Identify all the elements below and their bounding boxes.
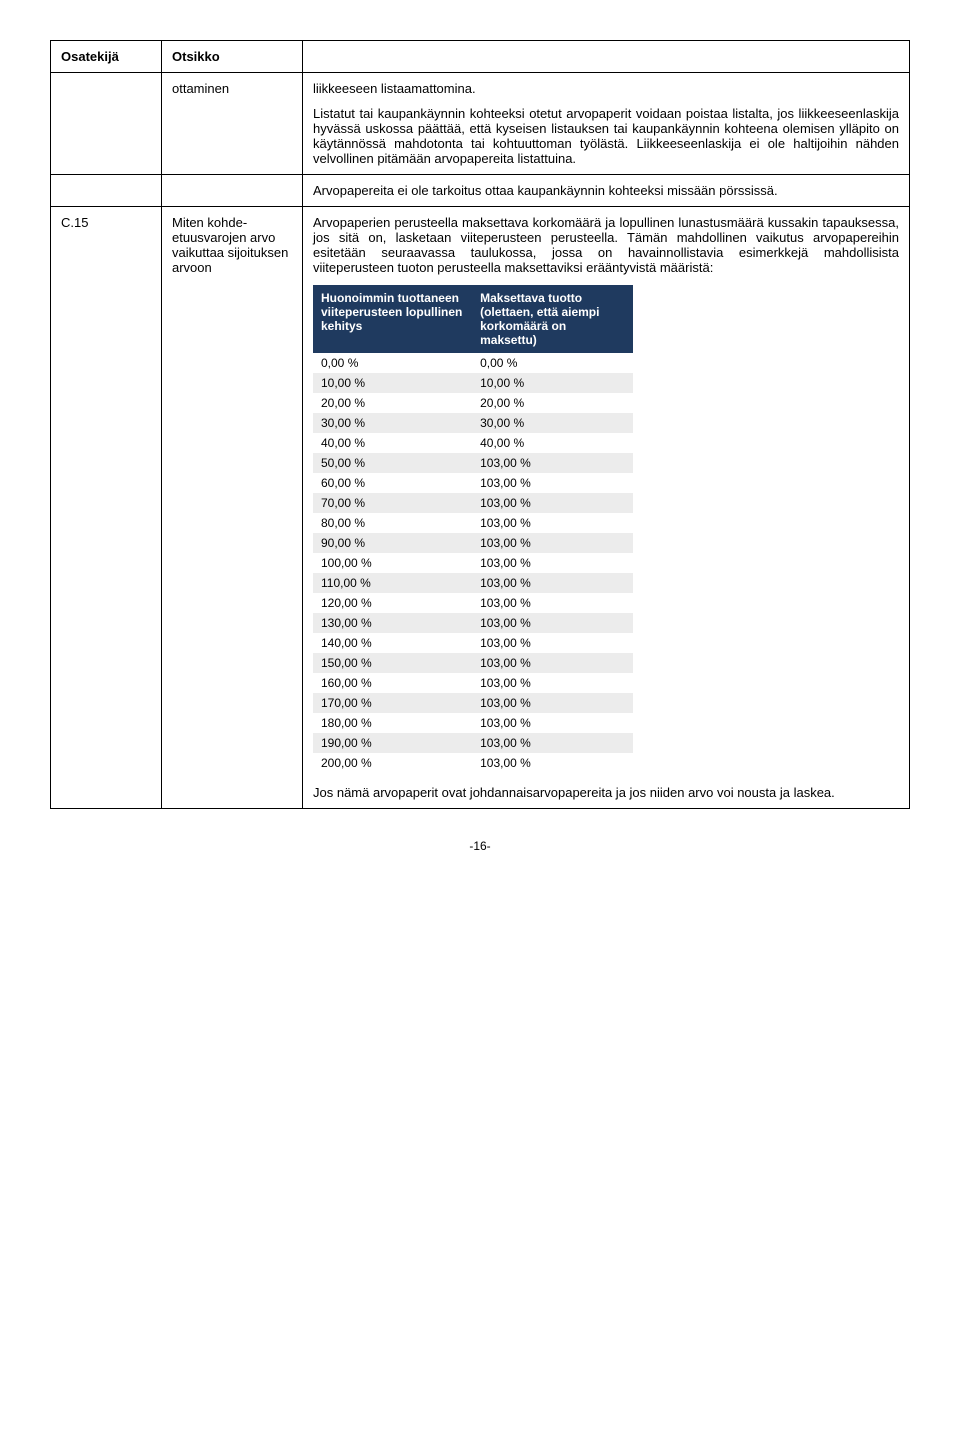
table-row: 160,00 %103,00 % [313,673,633,693]
table-cell-kehitys: 0,00 % [313,353,472,373]
table-row: 150,00 %103,00 % [313,653,633,673]
table-cell-kehitys: 160,00 % [313,673,472,693]
table-cell-tuotto: 103,00 % [472,473,633,493]
table-cell-tuotto: 30,00 % [472,413,633,433]
table-cell-tuotto: 20,00 % [472,393,633,413]
table-cell-kehitys: 180,00 % [313,713,472,733]
table-cell-kehitys: 10,00 % [313,373,472,393]
table-cell-kehitys: 60,00 % [313,473,472,493]
table-cell-tuotto: 103,00 % [472,573,633,593]
table-cell-kehitys: 20,00 % [313,393,472,413]
row1-col2: ottaminen [162,73,303,175]
table-row: 110,00 %103,00 % [313,573,633,593]
row2-para: Arvopapereita ei ole tarkoitus ottaa kau… [313,183,899,198]
row-arvopapereita: Arvopapereita ei ole tarkoitus ottaa kau… [51,175,910,207]
table-row: 30,00 %30,00 % [313,413,633,433]
header-col3 [303,41,910,73]
table-row: 90,00 %103,00 % [313,533,633,553]
table-cell-kehitys: 40,00 % [313,433,472,453]
header-col2: Otsikko [162,41,303,73]
main-table: Osatekijä Otsikko ottaminen liikkeeseen … [50,40,910,809]
table-cell-tuotto: 103,00 % [472,493,633,513]
table-cell-kehitys: 120,00 % [313,593,472,613]
row2-content: Arvopapereita ei ole tarkoitus ottaa kau… [303,175,910,207]
table-cell-kehitys: 110,00 % [313,573,472,593]
table-cell-tuotto: 103,00 % [472,753,633,773]
table-row: 50,00 %103,00 % [313,453,633,473]
table-cell-tuotto: 103,00 % [472,453,633,473]
row3-para2: Jos nämä arvopaperit ovat johdannaisarvo… [313,785,899,800]
row3-content: Arvopaperien perusteella maksettava kork… [303,207,910,809]
page-number: -16- [50,839,910,853]
table-cell-tuotto: 103,00 % [472,713,633,733]
row3-col2: Miten kohde-etuusvarojen arvo vaikuttaa … [162,207,303,809]
table-cell-tuotto: 103,00 % [472,693,633,713]
row3-col1: C.15 [51,207,162,809]
table-row: 40,00 %40,00 % [313,433,633,453]
table-cell-tuotto: 103,00 % [472,513,633,533]
table-cell-kehitys: 90,00 % [313,533,472,553]
table-cell-tuotto: 0,00 % [472,353,633,373]
table-cell-tuotto: 103,00 % [472,553,633,573]
table-cell-tuotto: 103,00 % [472,733,633,753]
table-row: 60,00 %103,00 % [313,473,633,493]
header-row: Osatekijä Otsikko [51,41,910,73]
table-cell-kehitys: 140,00 % [313,633,472,653]
table-row: 10,00 %10,00 % [313,373,633,393]
table-cell-tuotto: 10,00 % [472,373,633,393]
table-row: 130,00 %103,00 % [313,613,633,633]
table-cell-tuotto: 103,00 % [472,613,633,633]
row2-col2 [162,175,303,207]
table-cell-kehitys: 30,00 % [313,413,472,433]
table-cell-kehitys: 80,00 % [313,513,472,533]
table-cell-kehitys: 70,00 % [313,493,472,513]
row-c15: C.15 Miten kohde-etuusvarojen arvo vaiku… [51,207,910,809]
inner-th1: Huonoimmin tuottaneen viiteperusteen lop… [313,285,472,353]
table-cell-kehitys: 190,00 % [313,733,472,753]
row1-para1: liikkeeseen listaamattomina. [313,81,899,96]
table-cell-kehitys: 50,00 % [313,453,472,473]
table-row: 200,00 %103,00 % [313,753,633,773]
table-row: 70,00 %103,00 % [313,493,633,513]
table-row: 170,00 %103,00 % [313,693,633,713]
table-cell-kehitys: 150,00 % [313,653,472,673]
table-cell-tuotto: 103,00 % [472,653,633,673]
table-cell-tuotto: 103,00 % [472,533,633,553]
table-row: 140,00 %103,00 % [313,633,633,653]
row3-para1: Arvopaperien perusteella maksettava kork… [313,215,899,275]
table-cell-kehitys: 100,00 % [313,553,472,573]
header-col1: Osatekijä [51,41,162,73]
table-row: 0,00 %0,00 % [313,353,633,373]
table-row: 20,00 %20,00 % [313,393,633,413]
table-row: 120,00 %103,00 % [313,593,633,613]
table-cell-kehitys: 130,00 % [313,613,472,633]
inner-th2: Maksettava tuotto (olettaen, että aiempi… [472,285,633,353]
table-row: 180,00 %103,00 % [313,713,633,733]
table-cell-tuotto: 103,00 % [472,673,633,693]
table-cell-kehitys: 200,00 % [313,753,472,773]
row2-col1 [51,175,162,207]
table-row: 80,00 %103,00 % [313,513,633,533]
table-row: 100,00 %103,00 % [313,553,633,573]
inner-table: Huonoimmin tuottaneen viiteperusteen lop… [313,285,633,773]
row1-content: liikkeeseen listaamattomina. Listatut ta… [303,73,910,175]
table-cell-kehitys: 170,00 % [313,693,472,713]
table-row: 190,00 %103,00 % [313,733,633,753]
row-ottaminen: ottaminen liikkeeseen listaamattomina. L… [51,73,910,175]
row1-col1 [51,73,162,175]
table-cell-tuotto: 103,00 % [472,593,633,613]
row1-para2: Listatut tai kaupankäynnin kohteeksi ote… [313,106,899,166]
table-cell-tuotto: 103,00 % [472,633,633,653]
table-cell-tuotto: 40,00 % [472,433,633,453]
